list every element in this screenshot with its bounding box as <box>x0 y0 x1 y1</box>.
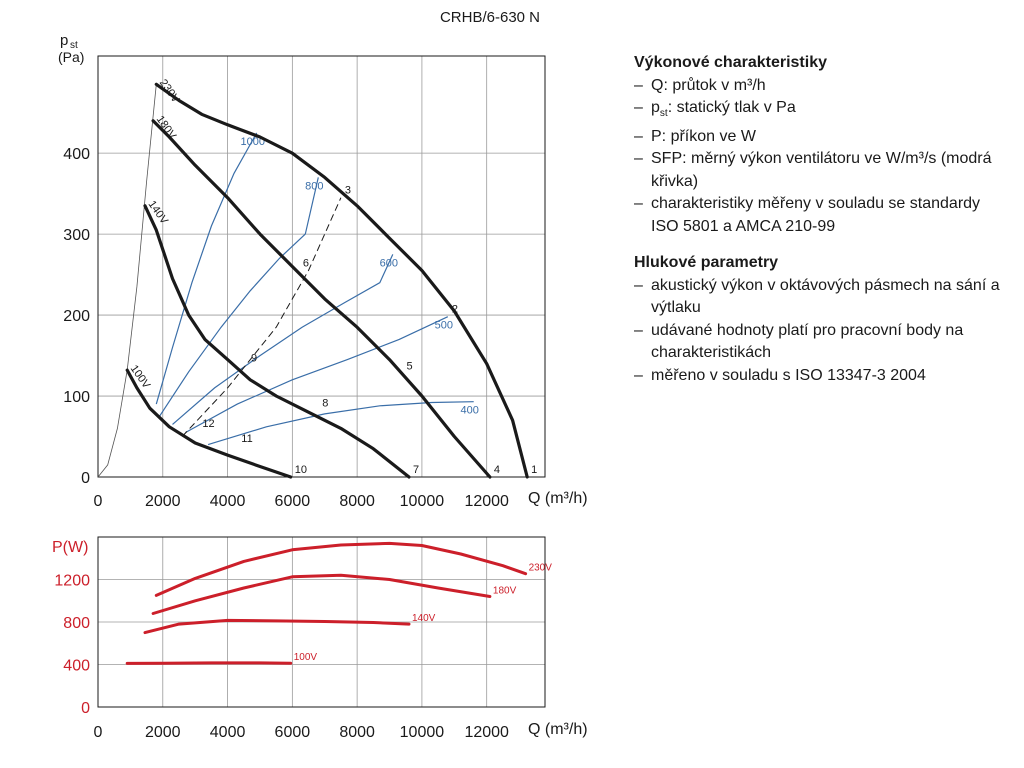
power-curve-140V <box>143 618 411 635</box>
sfp-curve-400 <box>207 401 474 446</box>
sfp-curve-800 <box>158 177 319 417</box>
y-tick-label: 1200 <box>54 573 90 590</box>
y-tick-label: 200 <box>63 308 90 325</box>
sfp-label-600: 600 <box>380 257 398 269</box>
sfp-label-800: 800 <box>305 180 323 192</box>
x-tick-label: 0 <box>94 493 103 510</box>
fan-curve-100V <box>125 368 293 479</box>
section1-item: SFP: měrný výkon ventilátoru ve W/m³/s (… <box>634 148 1004 193</box>
section1-item: Q: průtok v m³/h <box>634 75 1004 98</box>
sfp-curve-1000 <box>155 132 258 405</box>
x-tick-label: 8000 <box>339 724 375 741</box>
info-panel: Výkonové charakteristiky Q: průtok v m³/… <box>634 52 1004 401</box>
section1-list: Q: průtok v m³/h pst: statický tlak v Pa… <box>634 75 1004 239</box>
power-label-180V: 180V <box>493 586 517 597</box>
operating-point-2: 2 <box>452 304 458 316</box>
section1-title: Výkonové charakteristiky <box>634 54 827 71</box>
operating-point-5: 5 <box>406 360 412 372</box>
x-tick-label: 10000 <box>400 493 445 510</box>
y-axis-label: p <box>60 32 68 49</box>
x-tick-label: 6000 <box>275 493 311 510</box>
y-tick-label: 100 <box>63 389 90 406</box>
fan-curve-230V <box>154 82 529 479</box>
y-tick-label: 0 <box>81 700 90 717</box>
section1-item: charakteristiky měřeny v souladu se stan… <box>634 193 1004 238</box>
y-tick-label: 800 <box>63 615 90 632</box>
power-curve-100V <box>125 661 293 665</box>
y-tick-label: 400 <box>63 146 90 163</box>
x-axis-label: Q (m³/h) <box>528 721 588 738</box>
operating-point-1: 1 <box>531 464 537 476</box>
sfp-label-400: 400 <box>461 405 479 417</box>
x-tick-label: 2000 <box>145 724 181 741</box>
pressure-chart: 0 2000 4000 6000 8000 10000 12000 0 100 200 300 400… <box>58 32 588 510</box>
fan-curve-180V <box>151 119 492 479</box>
operating-point-8: 8 <box>322 398 328 410</box>
x-tick-label: 12000 <box>464 493 509 510</box>
section2-item: akustický výkon v oktávových pásmech na … <box>634 275 1004 320</box>
power-label-140V: 140V <box>412 613 436 624</box>
system-curve <box>97 84 157 478</box>
x-axis-label: Q (m³/h) <box>528 490 588 507</box>
section2-item: udávané hodnoty platí pro pracovní body … <box>634 320 1004 365</box>
operating-point-6: 6 <box>303 258 309 270</box>
plot-frame <box>97 536 546 708</box>
sfp-label-500: 500 <box>435 320 453 332</box>
section2-list: akustický výkon v oktávových pásmech na … <box>634 275 1004 388</box>
section2-item: měřeno v souladu s ISO 13347-3 2004 <box>634 365 1004 388</box>
power-label-230V: 230V <box>529 563 553 574</box>
x-tick-label: 4000 <box>210 724 246 741</box>
section1-item: P: příkon ve W <box>634 126 1004 149</box>
x-tick-label: 8000 <box>339 493 375 510</box>
sfp-curve-600 <box>172 254 394 425</box>
operating-point-9: 9 <box>251 352 257 364</box>
y-axis-label: P(W) <box>52 539 88 556</box>
section1-item: pst: statický tlak v Pa <box>634 97 1004 126</box>
x-tick-label: 4000 <box>210 493 246 510</box>
pst-text: : statický tlak v Pa <box>667 99 796 116</box>
operating-point-12: 12 <box>202 418 214 430</box>
y-tick-label: 0 <box>81 470 90 487</box>
operating-point-11: 11 <box>241 433 252 445</box>
model-title: CRHB/6-630 N <box>440 9 540 26</box>
section2-title: Hlukové parametry <box>634 254 779 272</box>
voltage-label-180V: 180V <box>154 114 179 142</box>
x-tick-label: 6000 <box>275 724 311 741</box>
operating-point-4: 4 <box>494 464 500 476</box>
power-curve-180V <box>151 573 492 615</box>
operating-point-10: 10 <box>295 464 307 476</box>
dashed-reference-line <box>181 197 342 437</box>
power-chart: 0 2000 4000 6000 8000 10000 12000 0 400 800 1200 P(… <box>52 536 588 741</box>
sfp-curve-500 <box>185 316 449 434</box>
x-tick-label: 12000 <box>464 724 509 741</box>
plot-frame <box>97 55 546 478</box>
power-label-100V: 100V <box>294 652 318 663</box>
y-tick-label: 300 <box>63 227 90 244</box>
x-tick-label: 0 <box>94 724 103 741</box>
y-axis-unit: (Pa) <box>58 49 84 65</box>
x-tick-label: 2000 <box>145 493 181 510</box>
y-tick-label: 400 <box>63 658 90 675</box>
operating-point-7: 7 <box>413 464 419 476</box>
x-tick-label: 10000 <box>400 724 445 741</box>
power-curve-230V <box>154 541 528 597</box>
fan-curve-140V <box>143 204 411 479</box>
sfp-label-1000: 1000 <box>240 136 264 148</box>
y-axis-label-sub: st <box>70 40 78 51</box>
operating-point-3: 3 <box>345 185 351 197</box>
